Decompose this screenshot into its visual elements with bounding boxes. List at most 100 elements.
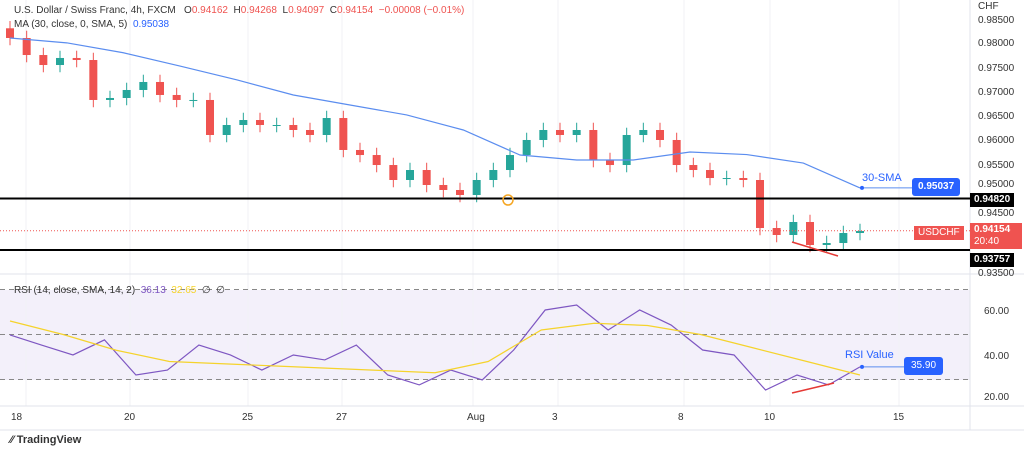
rsi-legend[interactable]: RSI (14, close, SMA, 14, 2) 36.13 32.65 … [14, 285, 225, 296]
candle-body [372, 155, 381, 166]
candle-body [272, 125, 281, 127]
price-tick: 0.97000 [978, 86, 1015, 98]
candle-body [472, 180, 481, 195]
price-tick: 0.98500 [978, 15, 1015, 26]
bar-countdown: 20:40 [974, 236, 1000, 247]
candle-body [672, 139, 681, 166]
time-tick: 15 [893, 412, 905, 423]
low-label: L [282, 5, 289, 16]
rsi-extra-1: ∅ [201, 285, 211, 296]
time-tick: 8 [678, 412, 684, 423]
symbol-title: U.S. Dollar / Swiss Franc, 4h, FXCM [14, 5, 176, 16]
candle-body [756, 180, 764, 229]
candle-body [789, 222, 798, 236]
rsi-value: 36.13 [140, 285, 166, 296]
price-tick: 0.96500 [978, 111, 1015, 122]
candle-body [339, 118, 348, 150]
change-value: −0.00008 (−0.01%) [378, 5, 465, 16]
candle-body [56, 57, 64, 66]
high-label: H [233, 5, 241, 16]
rsi-extra-2: ∅ [216, 285, 225, 296]
candle-body [22, 37, 31, 56]
candle-body [122, 89, 131, 98]
time-tick: 25 [242, 412, 254, 423]
candle-body [356, 149, 364, 156]
candle-body [222, 125, 231, 135]
chart-legend: U.S. Dollar / Swiss Franc, 4h, FXCM O0.9… [14, 5, 464, 16]
candle-body [572, 129, 581, 135]
price-tick: 0.98000 [978, 38, 1015, 50]
tradingview-logo[interactable]: ⁄⁄ TradingView [10, 434, 82, 446]
price-tick: 0.95500 [978, 159, 1015, 171]
price-tick: 0.95000 [978, 179, 1015, 190]
candle-body [189, 99, 198, 101]
candle-body [139, 81, 148, 90]
time-tick: 3 [552, 412, 558, 423]
time-tick: Aug [467, 412, 485, 423]
candle-body [256, 120, 264, 126]
candle-body [506, 155, 514, 171]
candle-body [856, 230, 864, 234]
candle-body [739, 178, 748, 181]
candle-body [172, 94, 181, 100]
candle-body [689, 165, 698, 171]
level-label-lower: 0.93757 [970, 253, 1015, 267]
last-price: 0.94154 [974, 224, 1011, 235]
ma-legend[interactable]: MA (30, close, 0, SMA, 5) 0.95038 [14, 19, 169, 30]
candle-body [106, 97, 114, 100]
candle-body [239, 120, 248, 126]
rsi-line [9, 304, 861, 391]
low-value: 0.94097 [288, 5, 325, 16]
candle-body [39, 55, 48, 66]
rsi-tick: 40.00 [984, 351, 1010, 362]
high-value: 0.94268 [240, 5, 277, 16]
swing-low-marker [502, 194, 514, 206]
price-divergence-line [791, 241, 839, 257]
candle-body [822, 243, 831, 245]
candle-body [556, 129, 564, 135]
sma-annotation-dot [860, 185, 864, 190]
last-price-badge: 0.94154 20:40 [970, 223, 1022, 249]
close-label: C [329, 5, 338, 16]
candle-body [156, 81, 164, 95]
candle-body [706, 170, 714, 179]
candle-body [439, 184, 448, 190]
rsi-badge: 35.90 [904, 357, 944, 375]
candle-body [6, 28, 14, 38]
candle-body [72, 57, 81, 61]
rsi-divergence-line [791, 382, 835, 394]
time-tick: 27 [336, 412, 348, 423]
candle-body [322, 118, 331, 135]
candle-body [456, 189, 464, 195]
candle-body [639, 129, 648, 135]
candle-body [489, 170, 498, 181]
level-label-upper: 0.94820 [970, 193, 1015, 207]
logo-text: TradingView [16, 434, 82, 446]
candle-body [389, 165, 398, 181]
candle-body [839, 233, 848, 244]
candle-body [589, 129, 598, 161]
open-value: 0.94162 [191, 5, 228, 16]
candle-body [289, 125, 298, 130]
rsi-label: RSI (14, close, SMA, 14, 2) [14, 285, 136, 296]
time-tick: 20 [124, 412, 136, 423]
rsi-annotation-dot [860, 364, 864, 369]
candle-body [522, 139, 531, 156]
time-tick: 10 [764, 412, 776, 423]
price-tick: 0.96000 [978, 135, 1015, 147]
close-value: 0.94154 [337, 5, 374, 16]
price-tick: 0.93500 [978, 268, 1015, 279]
candle-body [422, 170, 431, 185]
rsi-sma-value: 32.65 [171, 285, 197, 296]
time-tick: 18 [11, 412, 23, 423]
sma-line [9, 37, 861, 189]
candle-body [622, 134, 631, 166]
candle-body [406, 170, 414, 181]
ma-label: MA (30, close, 0, SMA, 5) [14, 19, 128, 30]
rsi-tick: 60.00 [984, 306, 1010, 317]
rsi-sma-line [9, 320, 861, 376]
candle-body [806, 222, 814, 245]
candle-body [206, 99, 214, 135]
price-axis-unit: CHF [978, 1, 999, 12]
